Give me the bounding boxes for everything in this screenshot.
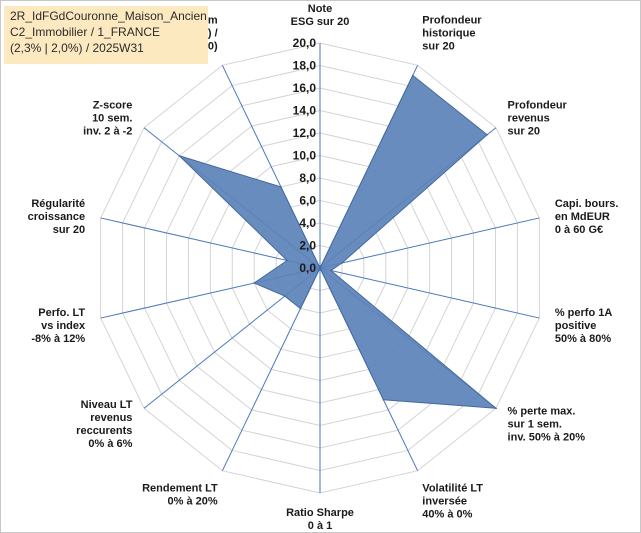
radar-series [178, 74, 498, 410]
data-point-12 [178, 154, 181, 157]
tick-label-8: 16,0 [293, 81, 317, 95]
title-line-3: (2,3% | 2,0%) / 2025W31 [10, 41, 144, 55]
title-line-2: C2_Immobilier / 1_FRANCE [10, 25, 161, 39]
axis-label-9: Niveau LT revenus reccurents 0% à 6% [76, 399, 133, 450]
chart-title-box: 2R_IdFGdCouronne_Maison_Ancien C2_Immobi… [4, 6, 208, 64]
tick-label-2: 4,0 [299, 216, 316, 230]
axis-label-4: % perfo 1A positive 50% à 80% [555, 307, 613, 345]
data-point-3 [341, 262, 343, 264]
data-point-4 [330, 269, 332, 272]
data-point-6 [382, 398, 385, 401]
axis-label-1: Profondeur historique sur 20 [422, 14, 482, 52]
data-point-13 [280, 186, 282, 188]
tick-label-6: 12,0 [293, 126, 317, 140]
series-area [178, 74, 498, 409]
tick-label-3: 6,0 [299, 194, 316, 208]
radial-tick-labels: 0,0 2,0 4,0 6,0 8,0 10,0 12,0 14,0 16,0 18,0 20,0 [293, 36, 317, 275]
axis-label-3: Capi. bours. en MdEUR 0 à 60 G€ [555, 198, 619, 236]
spoke-3 [319, 217, 540, 269]
axis-label-5: % perte max. sur 1 sem. inv. 50% à 20% [508, 405, 586, 443]
data-point-11 [286, 259, 288, 262]
axis-label-8: Rendement LT 0% à 20% [142, 483, 218, 508]
title-line-1: 2R_IdFGdCouronne_Maison_Ancien [10, 9, 207, 23]
axis-label-7: Ratio Sharpe 0 à 1 [286, 507, 354, 532]
data-point-7 [319, 267, 321, 269]
tick-label-4: 8,0 [299, 171, 316, 185]
data-point-1 [411, 74, 414, 77]
axis-label-0: Note ESG sur 20 [291, 3, 350, 28]
tick-label-1: 2,0 [299, 239, 316, 253]
spoke-4 [319, 267, 540, 319]
data-point-5 [495, 407, 497, 410]
axis-label-2: Profondeur revenus sur 20 [508, 100, 568, 138]
axis-label-12: Z-score 10 sem. inv. 2 à -2 [83, 100, 132, 138]
axis-label-6: Volatilité LT inversée 40% à 0% [422, 483, 483, 521]
tick-label-0: 0,0 [299, 261, 316, 275]
data-point-8 [299, 307, 302, 310]
tick-label-5: 10,0 [293, 149, 317, 163]
data-point-10 [253, 282, 255, 284]
data-point-9 [284, 295, 286, 297]
axis-label-11: Régularité croissance sur 20 [28, 198, 85, 236]
tick-label-9: 18,0 [293, 59, 317, 73]
axis-labels: Note ESG sur 20 Profondeur historique sur 20… [28, 3, 619, 532]
data-point-2 [486, 133, 488, 136]
spoke-11 [100, 217, 321, 269]
tick-label-10: 20,0 [293, 36, 317, 50]
tick-label-7: 14,0 [293, 104, 317, 118]
axis-label-10: Perfo. LT vs index -8% à 12% [31, 307, 86, 345]
